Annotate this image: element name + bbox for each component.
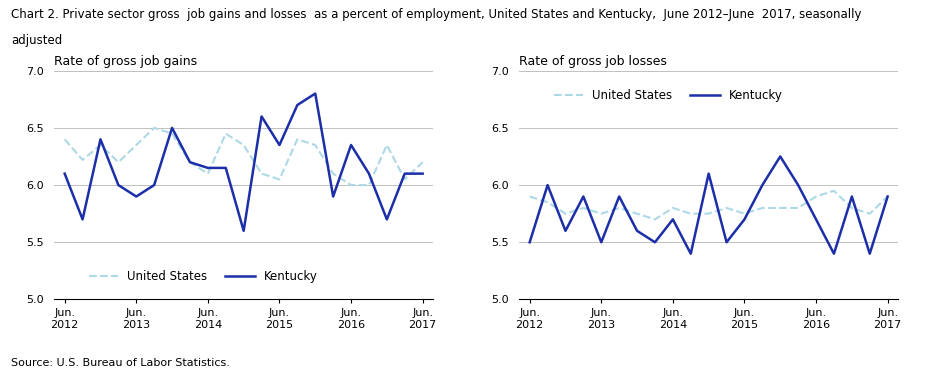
Kentucky — [525, 240, 536, 244]
United States — [775, 206, 786, 210]
Kentucky — [166, 126, 178, 130]
United States — [256, 171, 267, 176]
Kentucky — [203, 166, 214, 170]
Kentucky — [292, 103, 303, 107]
Kentucky — [131, 194, 142, 199]
United States — [60, 137, 71, 141]
United States — [882, 194, 893, 199]
United States — [220, 131, 232, 136]
Kentucky — [184, 160, 195, 164]
Kentucky — [882, 194, 893, 199]
United States — [525, 194, 536, 199]
Kentucky — [864, 251, 875, 256]
Kentucky — [775, 154, 786, 159]
Kentucky — [77, 217, 88, 222]
United States — [417, 160, 428, 164]
United States — [113, 160, 124, 164]
Kentucky — [364, 171, 375, 176]
United States — [149, 126, 160, 130]
United States — [95, 143, 106, 147]
United States — [327, 171, 339, 176]
Kentucky — [542, 183, 553, 187]
United States — [864, 211, 875, 216]
Kentucky — [668, 217, 679, 222]
Legend: United States, Kentucky: United States, Kentucky — [548, 83, 789, 108]
Kentucky — [685, 251, 697, 256]
United States — [166, 131, 178, 136]
United States — [810, 194, 821, 199]
United States — [184, 160, 195, 164]
United States — [649, 217, 660, 222]
United States — [203, 171, 214, 176]
Line: United States: United States — [530, 191, 887, 219]
Kentucky — [417, 171, 428, 176]
Kentucky — [149, 183, 160, 187]
United States — [273, 177, 285, 182]
Kentucky — [703, 171, 714, 176]
Kentucky — [649, 240, 660, 244]
Legend: United States, Kentucky: United States, Kentucky — [83, 264, 324, 289]
United States — [614, 206, 625, 210]
Kentucky — [113, 183, 124, 187]
Text: Rate of gross job losses: Rate of gross job losses — [519, 55, 667, 68]
United States — [560, 211, 571, 216]
Kentucky — [738, 217, 750, 222]
United States — [345, 183, 356, 187]
United States — [596, 211, 607, 216]
United States — [542, 200, 553, 205]
United States — [846, 206, 857, 210]
Kentucky — [757, 183, 768, 187]
Line: Kentucky: Kentucky — [530, 157, 887, 254]
Line: United States: United States — [65, 128, 422, 185]
Kentucky — [95, 137, 106, 141]
Kentucky — [810, 217, 821, 222]
Kentucky — [238, 229, 249, 233]
United States — [131, 143, 142, 147]
Kentucky — [345, 143, 356, 147]
United States — [685, 211, 697, 216]
Kentucky — [399, 171, 410, 176]
United States — [829, 189, 840, 193]
Kentucky — [596, 240, 607, 244]
Kentucky — [792, 183, 804, 187]
United States — [399, 177, 410, 182]
United States — [792, 206, 804, 210]
Kentucky — [273, 143, 285, 147]
United States — [292, 137, 303, 141]
United States — [310, 143, 321, 147]
Text: Rate of gross job gains: Rate of gross job gains — [54, 55, 197, 68]
Kentucky — [256, 114, 267, 119]
Text: adjusted: adjusted — [11, 34, 62, 47]
Kentucky — [220, 166, 232, 170]
Kentucky — [829, 251, 840, 256]
Text: Source: U.S. Bureau of Labor Statistics.: Source: U.S. Bureau of Labor Statistics. — [11, 357, 230, 368]
Kentucky — [631, 229, 643, 233]
United States — [703, 211, 714, 216]
United States — [77, 158, 88, 162]
Line: Kentucky: Kentucky — [65, 94, 422, 231]
Kentucky — [327, 194, 339, 199]
Kentucky — [614, 194, 625, 199]
Kentucky — [721, 240, 732, 244]
United States — [631, 211, 643, 216]
United States — [364, 183, 375, 187]
United States — [381, 143, 392, 147]
United States — [738, 211, 750, 216]
United States — [668, 206, 679, 210]
Kentucky — [560, 229, 571, 233]
United States — [238, 143, 249, 147]
Kentucky — [381, 217, 392, 222]
United States — [721, 206, 732, 210]
United States — [757, 206, 768, 210]
United States — [578, 206, 589, 210]
Kentucky — [846, 194, 857, 199]
Text: Chart 2. Private sector gross  job gains and losses  as a percent of employment,: Chart 2. Private sector gross job gains … — [11, 8, 862, 21]
Kentucky — [578, 194, 589, 199]
Kentucky — [60, 171, 71, 176]
Kentucky — [310, 92, 321, 96]
